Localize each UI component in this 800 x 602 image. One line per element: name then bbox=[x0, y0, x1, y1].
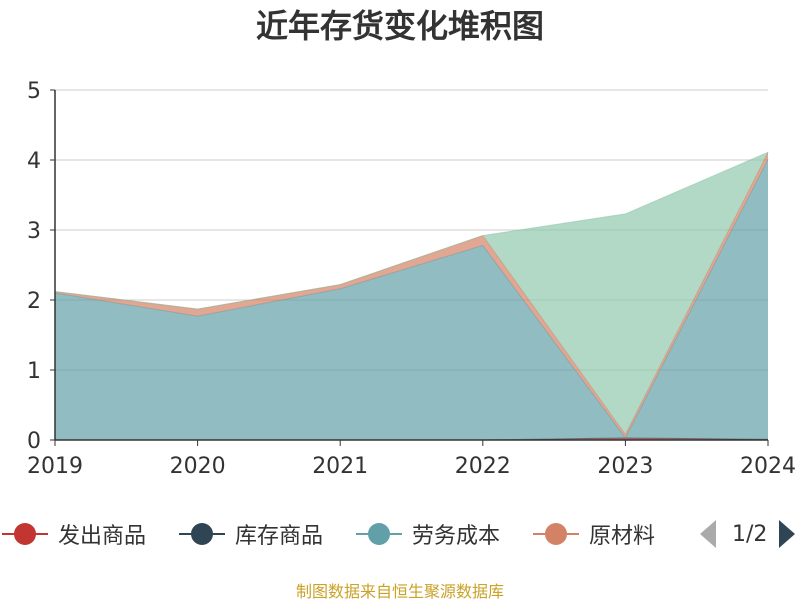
legend-item-laowu[interactable]: 劳务成本 bbox=[354, 514, 500, 554]
legend-item-kucun[interactable]: 库存商品 bbox=[177, 514, 323, 554]
y-tick-label: 1 bbox=[27, 359, 41, 384]
legend-item-fachu[interactable]: 发出商品 bbox=[0, 514, 146, 554]
legend-label: 发出商品 bbox=[58, 524, 147, 549]
area-series-2[interactable] bbox=[55, 159, 768, 441]
x-tick-label: 2022 bbox=[455, 454, 511, 479]
x-tick-label: 2021 bbox=[312, 454, 368, 479]
x-tick-label: 2024 bbox=[740, 454, 796, 479]
area-series-line-4 bbox=[54, 151, 769, 310]
legend-page-indicator: 1/2 bbox=[732, 521, 768, 547]
legend-label: 劳务成本 bbox=[412, 524, 501, 549]
legend-marker-yuancailiao-icon bbox=[531, 514, 581, 554]
legend-marker-laowu-icon bbox=[354, 514, 404, 554]
x-tick-label: 2023 bbox=[597, 454, 653, 479]
y-tick-label: 4 bbox=[27, 149, 41, 174]
legend-marker-kucun-icon bbox=[177, 514, 227, 554]
legend-label: 库存商品 bbox=[235, 524, 324, 549]
legend-item-yuancailiao[interactable]: 原材料 bbox=[531, 514, 655, 554]
data-source-note: 制图数据来自恒生聚源数据库 bbox=[295, 582, 504, 601]
y-tick-label: 5 bbox=[27, 79, 41, 104]
legend-next-page-icon[interactable] bbox=[779, 520, 796, 548]
y-tick-label: 3 bbox=[27, 219, 41, 244]
legend-label: 原材料 bbox=[589, 524, 656, 549]
area-series-4[interactable] bbox=[55, 152, 768, 435]
legend-pager: 1/2 bbox=[700, 514, 796, 554]
y-tick-label: 0 bbox=[27, 429, 41, 454]
x-tick-label: 2019 bbox=[27, 454, 83, 479]
x-tick-label: 2020 bbox=[170, 454, 226, 479]
legend-prev-page-icon[interactable] bbox=[700, 520, 716, 548]
chart-title: 近年存货变化堆积图 bbox=[255, 7, 544, 45]
legend-marker-fachu-icon bbox=[0, 514, 50, 554]
y-tick-label: 2 bbox=[27, 289, 41, 314]
legend: 发出商品 库存商品 劳务成本 原材料 1/2 bbox=[0, 514, 800, 554]
